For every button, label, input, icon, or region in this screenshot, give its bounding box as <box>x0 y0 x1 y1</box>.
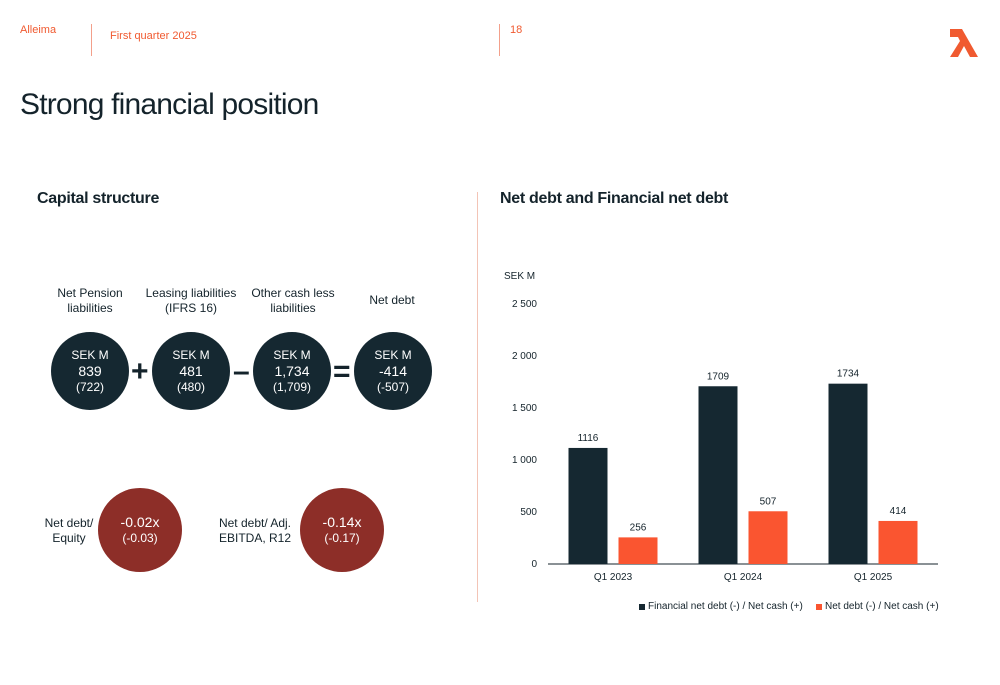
ratio-label: Net debt/ Adj. EBITDA, R12 <box>218 516 292 545</box>
prior-value: (-0.03) <box>122 531 158 545</box>
value: -0.02x <box>120 514 160 530</box>
value: 1,734 <box>274 362 310 379</box>
report-period: First quarter 2025 <box>110 30 197 42</box>
circle-label: Leasing liabilities (IFRS 16) <box>145 286 237 315</box>
value: -414 <box>378 362 408 379</box>
net-pension-circle: SEK M 839 (722) <box>51 332 129 410</box>
value: 481 <box>179 362 203 379</box>
net-debt-circle: SEK M -414 (-507) <box>354 332 432 410</box>
bar-chart: SEK M 0 500 1 000 1 500 2 000 2 500 1116 256 Q1 2… <box>504 271 938 583</box>
alleima-logo <box>950 29 978 57</box>
circle-label: Net debt <box>369 293 415 307</box>
circle-label: Other cash less liabilities <box>251 286 335 315</box>
net-debt-equity-circle: -0.02x (-0.03) <box>98 488 182 572</box>
equals-operator: = <box>333 355 351 388</box>
page-title: Strong financial position <box>20 88 319 121</box>
chart-title: Net debt and Financial net debt <box>500 190 729 207</box>
header-divider <box>91 24 92 56</box>
net-debt-ebitda-circle: -0.14x (-0.17) <box>300 488 384 572</box>
bar-value-label: 1116 <box>578 433 599 444</box>
y-tick-label: 2 500 <box>512 299 537 310</box>
bar <box>878 520 918 564</box>
legend-label: Net debt (-) / Net cash (+) <box>825 601 939 612</box>
value: -0.14x <box>322 514 362 530</box>
x-tick-label: Q1 2023 <box>594 572 633 583</box>
bar-value-label: 1709 <box>707 371 730 382</box>
circle-label: Net Pension liabilities <box>57 286 123 315</box>
leasing-circle: SEK M 481 (480) <box>152 332 230 410</box>
prior-value: (480) <box>176 379 205 394</box>
y-tick-label: 1 500 <box>512 403 537 414</box>
bar-value-label: 1734 <box>837 369 860 380</box>
minus-operator: – <box>233 355 250 388</box>
header-divider <box>499 24 500 56</box>
bar-value-label: 414 <box>890 506 907 517</box>
ratio-label: Net debt/ Equity <box>44 516 94 545</box>
y-tick-label: 500 <box>520 507 537 518</box>
unit: SEK M <box>273 347 311 362</box>
x-tick-label: Q1 2024 <box>724 572 763 583</box>
plus-operator: + <box>131 355 149 388</box>
prior-value: (1,709) <box>272 379 312 394</box>
capital-structure-title: Capital structure <box>37 190 160 207</box>
prior-value: (722) <box>75 379 104 394</box>
bar-value-label: 507 <box>760 496 777 507</box>
legend-swatch <box>639 603 645 610</box>
prior-value: (-507) <box>376 379 409 394</box>
unit: SEK M <box>374 347 412 362</box>
x-tick-label: Q1 2025 <box>854 572 893 583</box>
company-name: Alleima <box>20 24 57 36</box>
bar-value-label: 256 <box>630 522 647 533</box>
other-cash-circle: SEK M 1,734 (1,709) <box>253 332 331 410</box>
y-tick-label: 1 000 <box>512 455 537 466</box>
bar <box>568 447 608 564</box>
prior-value: (-0.17) <box>324 531 360 545</box>
legend-item: Net debt (-) / Net cash (+) <box>816 601 939 612</box>
value: 839 <box>78 362 102 379</box>
page-number: 18 <box>510 24 523 36</box>
legend-label: Financial net debt (-) / Net cash (+) <box>648 601 803 612</box>
unit: SEK M <box>172 347 210 362</box>
legend-item: Financial net debt (-) / Net cash (+) <box>639 601 803 612</box>
legend-swatch <box>816 603 822 610</box>
y-tick-label: 2 000 <box>512 351 537 362</box>
section-divider <box>477 192 478 602</box>
bar <box>748 511 788 564</box>
y-axis-label: SEK M <box>504 271 535 282</box>
bar <box>698 386 738 564</box>
bar <box>828 383 868 564</box>
y-tick-label: 0 <box>531 559 537 570</box>
unit: SEK M <box>71 347 109 362</box>
bar <box>618 537 658 564</box>
